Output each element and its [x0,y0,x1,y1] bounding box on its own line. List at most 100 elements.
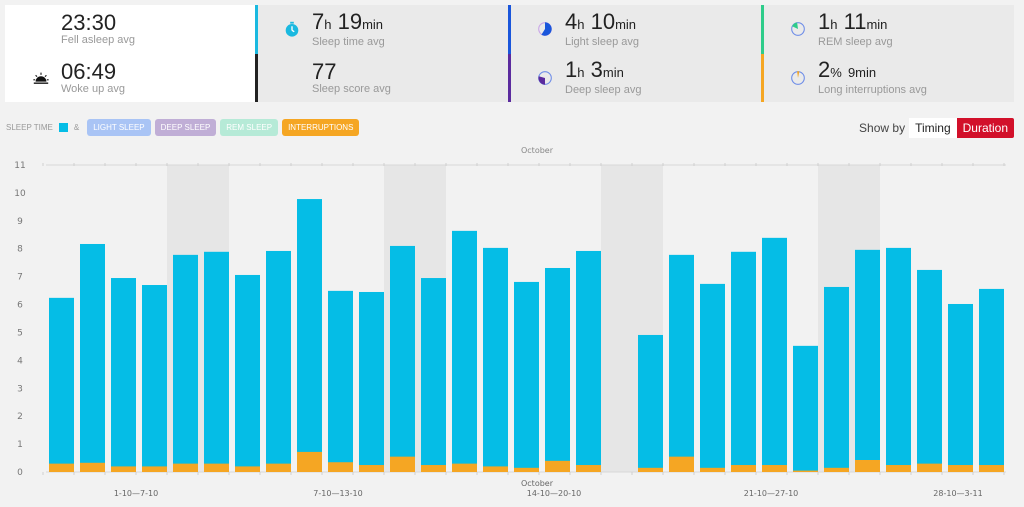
y-tick-label: 4 [17,356,23,366]
y-tick-label: 2 [17,412,23,422]
y-tick-label: 10 [14,189,26,199]
interruption-bar [886,465,911,472]
show-by-control: Show by Timing Duration [859,118,1014,138]
sleep-time-bar [545,267,570,472]
sleep-time-bar [948,303,973,472]
sleep-time-bar [266,250,291,472]
interruption-bar [80,462,105,472]
duration-button[interactable]: Duration [956,118,1014,138]
fell-asleep-value: 23:30 [61,10,117,36]
minutes-unit: min [866,16,888,32]
light-sleep-toggle[interactable]: LIGHT SLEEP [87,119,151,136]
sleep-time-bar [917,269,942,472]
y-tick-label: 7 [17,273,23,283]
interruption-bar [669,456,694,472]
y-tick-label: 0 [17,468,23,478]
sleep-time-bar [204,251,229,472]
percent-unit: % [830,65,842,81]
sleep-score-value: 77 [312,58,337,84]
interruption-bar [979,465,1004,472]
sleep-time-swatch [58,123,68,132]
sleep-time-bar [762,237,787,472]
interruptions-stat: 2% 9min Long interruptions avg [761,53,1014,102]
week-label: 21-10—27-10 [744,489,799,498]
hours-unit: h [577,16,585,32]
sleep-time-bar [452,230,477,472]
interruption-bar [638,467,663,472]
sleep-time-bar [142,285,167,472]
hours-unit: h [830,16,838,32]
timing-button[interactable]: Timing [909,118,957,138]
sleep-time-bar [390,245,415,472]
chart-legend: SLEEP TIME & LIGHT SLEEP DEEP SLEEP REM … [6,119,363,136]
sleep-time-bar [855,249,880,472]
show-by-label: Show by [859,121,906,135]
interruption-bar [421,465,446,472]
interruptions-label: Long interruptions avg [818,84,927,97]
interruption-bar [235,466,260,472]
sleep-time-hours: 7 [312,8,325,34]
interruption-bar [731,465,756,472]
interruption-bar [514,467,539,472]
y-tick-label: 8 [17,245,23,255]
week-label: 28-10—3-11 [933,489,982,498]
interruption-bar [855,459,880,472]
sleep-time-stat: 7h 19min Sleep time avg [255,5,508,54]
sleep-time-bar [514,281,539,472]
interruptions-percent: 2 [818,57,831,83]
light-sleep-hours: 4 [565,8,578,34]
hours-unit: h [577,65,585,81]
rem-sleep-stat: 1h 11min REM sleep avg [761,5,1014,54]
stats-col-sleep: 7h 19min Sleep time avg 77 Sleep score a… [255,5,508,102]
deep-sleep-minutes: 3 [590,57,603,83]
interruption-bar [328,462,353,472]
interruption-bar [576,465,601,472]
y-tick-label: 1 [17,440,23,450]
sleep-time-bar [979,288,1004,472]
chart-top-label: October [521,146,554,155]
sleep-time-minutes: 19 [337,8,363,34]
light-sleep-stat: 4h 10min Light sleep avg [508,5,761,54]
light-sleep-pie-icon [535,19,555,39]
interruption-bar [173,463,198,472]
week-label: 7-10—13-10 [313,489,362,498]
rem-sleep-toggle[interactable]: REM SLEEP [220,119,279,136]
rem-sleep-pie-icon [788,19,808,39]
interruptions-pie-icon [788,68,808,88]
sleep-time-bar [297,199,322,473]
minutes-unit: min [615,16,637,32]
y-tick-label: 11 [14,161,25,171]
minutes-unit: min [362,16,384,32]
stats-col-phases: 4h 10min Light sleep avg 1h 3min Deep sl… [508,5,761,102]
stopwatch-icon [282,19,302,39]
x-axis-label: October [521,479,554,488]
stats-panel: 23:30 Fell asleep avg 06:49 Woke up avg … [5,5,1014,102]
rem-sleep-hours: 1 [818,8,831,34]
interruption-bar [49,463,74,472]
sunrise-icon [31,68,51,88]
sleep-time-bar [886,247,911,472]
moon-icon [31,19,51,39]
interruption-bar [917,463,942,472]
y-tick-label: 9 [17,217,23,227]
interruption-bar [390,456,415,472]
interruption-bar [483,466,508,472]
interruptions-minutes: 9min [847,65,877,81]
interruption-bar [545,460,570,472]
sleep-chart: October 0 1 2 3 4 5 6 7 8 9 10 11 1-10—7-10 7-10—13-10… [14,146,1006,498]
sleep-time-bar [669,254,694,472]
sleep-time-bar [638,334,663,472]
sleep-time-bar [824,286,849,472]
deep-sleep-toggle[interactable]: DEEP SLEEP [154,119,217,136]
interruption-bar [452,463,477,472]
stats-col-rem: 1h 11min REM sleep avg 2% 9min Long inte… [761,5,1014,102]
woke-up-value: 06:49 [61,58,117,84]
y-tick-label: 3 [17,384,23,394]
interruption-bar [204,463,229,472]
woke-up-label: Woke up avg [61,82,126,95]
sleep-time-bar [576,250,601,472]
interruption-bar [359,465,384,472]
interruptions-toggle[interactable]: INTERRUPTIONS [282,119,360,136]
fell-asleep-stat: 23:30 Fell asleep avg [5,5,255,54]
light-sleep-label: Light sleep avg [565,35,639,48]
